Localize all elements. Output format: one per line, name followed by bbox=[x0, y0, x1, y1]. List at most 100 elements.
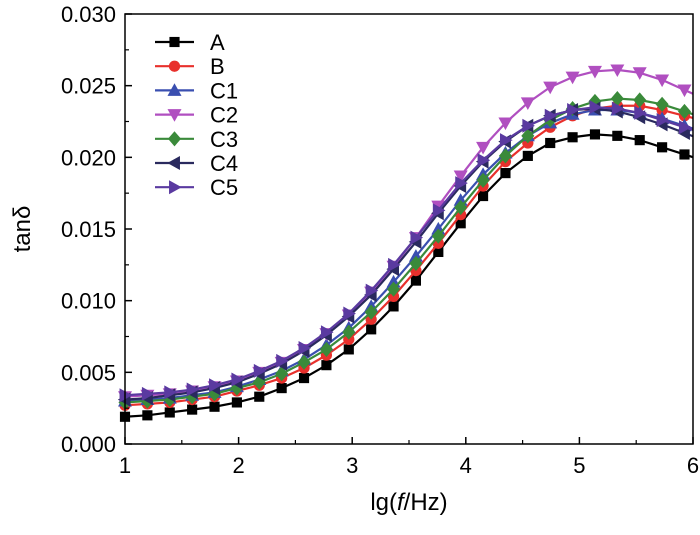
data-point bbox=[432, 203, 446, 218]
data-point bbox=[522, 150, 533, 161]
legend-label: C5 bbox=[210, 175, 238, 200]
data-point bbox=[544, 108, 558, 123]
y-tick-label: 0.005 bbox=[61, 360, 116, 385]
data-point bbox=[677, 103, 692, 120]
data-point bbox=[498, 117, 513, 131]
data-point bbox=[209, 401, 220, 412]
data-point bbox=[388, 257, 401, 272]
x-tick-label: 1 bbox=[119, 453, 131, 478]
data-point bbox=[321, 360, 332, 371]
legend-label: C4 bbox=[210, 151, 238, 176]
legend-marker bbox=[169, 180, 182, 195]
data-point bbox=[633, 92, 647, 108]
data-point bbox=[142, 410, 153, 421]
data-point bbox=[565, 71, 580, 85]
data-point bbox=[477, 153, 491, 168]
data-point bbox=[656, 113, 670, 128]
data-point bbox=[431, 228, 445, 244]
series-c2 bbox=[117, 64, 694, 404]
data-point bbox=[231, 372, 245, 387]
data-point bbox=[276, 353, 289, 368]
series-layer bbox=[117, 64, 694, 422]
data-point bbox=[589, 129, 601, 140]
legend-label: C3 bbox=[210, 127, 238, 152]
x-tick-label: 4 bbox=[460, 453, 472, 478]
data-point bbox=[655, 74, 670, 88]
data-point bbox=[522, 118, 535, 133]
legend-marker bbox=[167, 155, 180, 171]
x-tick-label: 5 bbox=[573, 453, 585, 478]
legend-item-b: B bbox=[155, 54, 225, 79]
data-point bbox=[500, 168, 511, 179]
data-point bbox=[632, 67, 647, 80]
data-point bbox=[141, 386, 155, 401]
x-axis-label: lg(f/Hz) bbox=[370, 489, 447, 516]
data-point bbox=[589, 100, 603, 115]
legend-item-c2: C2 bbox=[155, 103, 238, 128]
data-point bbox=[567, 103, 580, 118]
data-point bbox=[364, 304, 378, 320]
data-point bbox=[209, 378, 222, 393]
data-point bbox=[499, 133, 513, 148]
legend-label: A bbox=[210, 30, 225, 55]
data-point bbox=[454, 199, 468, 216]
y-axis-label: tanδ bbox=[9, 206, 36, 253]
data-point bbox=[657, 142, 668, 153]
data-point bbox=[388, 301, 399, 312]
data-point bbox=[253, 363, 267, 378]
data-point bbox=[275, 366, 289, 382]
legend-label: B bbox=[210, 54, 225, 79]
y-tick-label: 0.010 bbox=[61, 289, 116, 314]
series-c5 bbox=[119, 100, 694, 403]
data-point bbox=[679, 149, 690, 160]
axes-layer: 1 2 3 4 5 6 0.000 0.005 0.010 0.015 0.020 0.025 0.03… bbox=[61, 2, 699, 478]
legend-item-c4: C4 bbox=[155, 151, 238, 176]
data-point bbox=[298, 340, 312, 355]
data-point bbox=[410, 275, 422, 286]
legend-marker bbox=[167, 109, 182, 122]
data-point bbox=[164, 407, 175, 418]
legend-marker bbox=[168, 60, 181, 72]
data-point bbox=[298, 372, 310, 384]
y-tick-label: 0.030 bbox=[61, 2, 116, 27]
data-point bbox=[276, 383, 287, 394]
data-point bbox=[477, 190, 489, 202]
legend-label: C1 bbox=[210, 78, 238, 103]
data-point bbox=[343, 306, 356, 321]
data-point bbox=[520, 97, 535, 111]
data-point bbox=[297, 354, 311, 370]
data-point bbox=[365, 283, 379, 298]
y-tick-label: 0.020 bbox=[61, 145, 116, 170]
series-a bbox=[119, 129, 694, 422]
data-point bbox=[231, 397, 242, 408]
data-point bbox=[634, 135, 645, 146]
data-point bbox=[164, 385, 177, 400]
data-point bbox=[587, 65, 602, 79]
legend-item-c3: C3 bbox=[155, 127, 238, 152]
data-point bbox=[545, 137, 556, 149]
legend-item-c1: C1 bbox=[155, 78, 238, 103]
data-point bbox=[409, 255, 423, 271]
data-point bbox=[319, 341, 333, 357]
legend-marker bbox=[169, 36, 180, 48]
data-point bbox=[186, 382, 200, 397]
data-point bbox=[410, 230, 424, 245]
series-c4 bbox=[117, 101, 694, 407]
data-point bbox=[677, 84, 692, 98]
legend-item-a: A bbox=[155, 30, 225, 55]
data-point bbox=[498, 148, 512, 164]
data-point bbox=[453, 170, 468, 184]
data-point bbox=[476, 172, 490, 188]
data-point bbox=[634, 105, 647, 120]
x-tick-label: 3 bbox=[346, 453, 358, 478]
legend-marker bbox=[167, 131, 182, 147]
legend-item-c5: C5 bbox=[155, 175, 238, 200]
y-tick-label: 0.000 bbox=[61, 432, 116, 457]
x-tick-label: 6 bbox=[687, 453, 699, 478]
data-point bbox=[655, 96, 669, 112]
legend-marker bbox=[167, 83, 182, 96]
data-point bbox=[455, 176, 468, 191]
